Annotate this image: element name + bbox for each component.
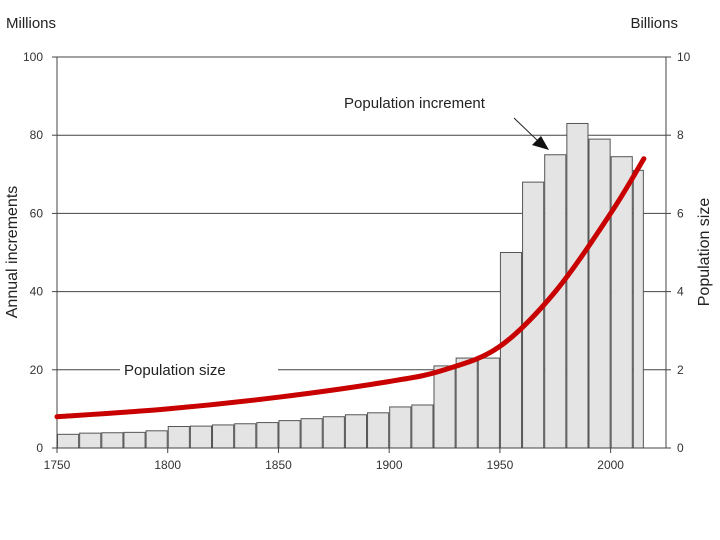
increment-bars — [57, 122, 644, 449]
increment-bar-1800 — [167, 425, 190, 449]
increment-bar-1950 — [499, 252, 523, 449]
annotation-population-increment: Population increment — [338, 90, 562, 150]
annotation-size-text: Population size — [124, 362, 226, 379]
x-tick-label-1800: 1800 — [154, 458, 181, 472]
left-unit-label: Millions — [6, 15, 56, 32]
x-tick-label-1950: 1950 — [487, 458, 514, 472]
population-size-line — [54, 156, 647, 420]
y-right-tick-label-10: 10 — [677, 50, 691, 64]
y-left-tick-label-0: 0 — [36, 441, 43, 455]
y-axis-title-right: Population size — [696, 198, 713, 307]
increment-bar-2010 — [632, 169, 644, 449]
increment-bar-1780 — [123, 431, 146, 449]
annotation-increment-background — [338, 90, 562, 114]
y-left-tick-label-60: 60 — [30, 206, 44, 220]
increment-bar-1890 — [367, 412, 390, 449]
annotation-size-background — [120, 358, 278, 380]
increment-bar-1750 — [57, 433, 80, 449]
increment-bar-1770 — [101, 432, 124, 449]
increment-bar-1760 — [79, 432, 102, 449]
annotation-increment-text: Population increment — [344, 95, 486, 112]
increment-bar-1880 — [344, 414, 368, 449]
x-tick-label-1750: 1750 — [44, 458, 71, 472]
axis-ticks: 0 20 40 60 80 100 0 2 4 6 8 10 1750 1800 1850 1900 1950 2… — [23, 50, 691, 472]
increment-bar-1910 — [411, 404, 434, 449]
x-tick-label-2000: 2000 — [597, 458, 624, 472]
increment-bar-1900 — [389, 406, 412, 449]
y-left-tick-label-80: 80 — [30, 128, 44, 142]
y-left-tick-label-20: 20 — [30, 363, 44, 377]
increment-bar-1820 — [212, 424, 235, 449]
annotation-population-size: Population size — [120, 358, 278, 380]
right-unit-label: Billions — [630, 15, 678, 32]
y-right-tick-label-4: 4 — [677, 285, 684, 299]
y-right-tick-label-6: 6 — [677, 206, 684, 220]
y-right-tick-label-2: 2 — [677, 363, 684, 377]
y-left-tick-label-100: 100 — [23, 50, 43, 64]
y-right-tick-label-0: 0 — [677, 441, 684, 455]
increment-bar-1850 — [278, 420, 301, 449]
increment-bar-1860 — [300, 418, 323, 449]
annotation-increment-leader — [513, 117, 539, 142]
x-tick-label-1850: 1850 — [265, 458, 292, 472]
increment-bar-1830 — [234, 423, 257, 449]
increment-bar-1990 — [588, 138, 611, 449]
increment-bar-1930 — [455, 357, 478, 449]
increment-bar-1790 — [145, 430, 168, 449]
y-left-tick-label-40: 40 — [30, 285, 44, 299]
annotation-increment-arrowhead — [532, 136, 549, 150]
y-right-tick-label-8: 8 — [677, 128, 684, 142]
increment-bar-1920 — [433, 365, 456, 449]
increment-bar-1810 — [189, 425, 213, 449]
increment-bar-1840 — [256, 422, 279, 449]
increment-bar-1980 — [566, 122, 589, 449]
y-axis-title-left: Annual increments — [4, 186, 21, 319]
increment-bar-1940 — [477, 357, 500, 449]
plot-frame — [56, 56, 667, 449]
increment-bar-1870 — [322, 416, 345, 449]
x-tick-label-1900: 1900 — [376, 458, 403, 472]
